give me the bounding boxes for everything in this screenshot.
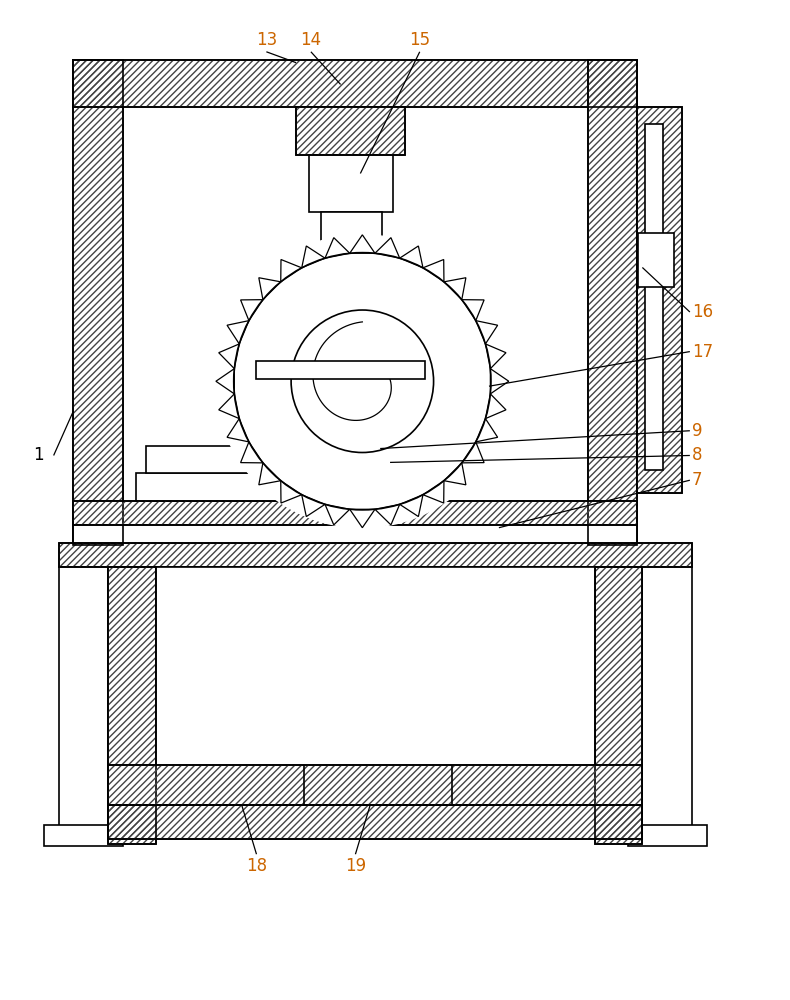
Bar bbox=[156, 567, 595, 805]
Polygon shape bbox=[302, 495, 325, 517]
Bar bbox=[73, 60, 123, 545]
Polygon shape bbox=[241, 300, 263, 321]
Bar bbox=[588, 60, 638, 545]
Polygon shape bbox=[241, 442, 263, 463]
Polygon shape bbox=[423, 260, 444, 282]
Polygon shape bbox=[280, 481, 302, 503]
Bar bbox=[156, 567, 595, 805]
Polygon shape bbox=[485, 394, 506, 419]
Bar bbox=[595, 567, 642, 844]
Polygon shape bbox=[485, 344, 506, 369]
Polygon shape bbox=[325, 504, 350, 525]
Text: 7: 7 bbox=[692, 471, 702, 489]
Bar bbox=[645, 124, 663, 470]
Circle shape bbox=[291, 310, 434, 453]
Polygon shape bbox=[350, 509, 375, 528]
Bar bbox=[58, 543, 692, 567]
Polygon shape bbox=[444, 463, 466, 485]
Text: 13: 13 bbox=[256, 31, 277, 49]
Bar bbox=[638, 107, 682, 493]
Bar bbox=[108, 805, 642, 839]
Bar bbox=[108, 805, 642, 839]
Polygon shape bbox=[400, 495, 423, 517]
Polygon shape bbox=[400, 246, 423, 268]
Bar bbox=[595, 567, 642, 844]
Bar bbox=[58, 543, 692, 567]
Bar bbox=[595, 567, 642, 844]
Polygon shape bbox=[462, 442, 484, 463]
Bar bbox=[108, 765, 642, 805]
Bar bbox=[108, 765, 642, 805]
Polygon shape bbox=[375, 238, 400, 258]
Bar bbox=[73, 60, 638, 107]
Polygon shape bbox=[375, 504, 400, 525]
Bar bbox=[296, 107, 405, 155]
Circle shape bbox=[216, 235, 509, 528]
Bar bbox=[588, 60, 638, 545]
Text: 16: 16 bbox=[692, 303, 713, 321]
Bar bbox=[108, 567, 156, 844]
Bar bbox=[333, 262, 371, 299]
Text: 17: 17 bbox=[692, 343, 713, 361]
Polygon shape bbox=[259, 278, 280, 300]
Polygon shape bbox=[219, 344, 239, 369]
Text: 15: 15 bbox=[409, 31, 431, 49]
Bar bbox=[333, 449, 378, 466]
Text: 18: 18 bbox=[246, 857, 267, 875]
Polygon shape bbox=[216, 369, 235, 394]
Polygon shape bbox=[325, 238, 350, 258]
Bar bbox=[73, 60, 123, 545]
Bar bbox=[108, 567, 156, 844]
Bar bbox=[73, 60, 638, 107]
Bar bbox=[58, 567, 108, 844]
Polygon shape bbox=[444, 278, 466, 300]
Polygon shape bbox=[476, 321, 498, 344]
Polygon shape bbox=[227, 321, 249, 344]
Polygon shape bbox=[476, 419, 498, 442]
Bar bbox=[588, 60, 638, 545]
Bar bbox=[43, 825, 123, 846]
Bar bbox=[58, 543, 692, 567]
Bar bbox=[108, 567, 156, 844]
Polygon shape bbox=[491, 369, 509, 394]
Text: 14: 14 bbox=[300, 31, 322, 49]
Polygon shape bbox=[423, 481, 444, 503]
Bar bbox=[257, 361, 425, 379]
Bar bbox=[296, 107, 405, 155]
Bar bbox=[321, 212, 382, 262]
Bar bbox=[638, 107, 682, 493]
Bar bbox=[309, 155, 393, 212]
Bar bbox=[642, 567, 692, 844]
Bar bbox=[73, 525, 638, 543]
Bar bbox=[73, 60, 638, 107]
Bar bbox=[627, 825, 707, 846]
Bar bbox=[73, 501, 638, 525]
Text: 1: 1 bbox=[33, 446, 44, 464]
Bar bbox=[344, 299, 361, 413]
Polygon shape bbox=[350, 235, 375, 253]
Polygon shape bbox=[302, 246, 325, 268]
Bar bbox=[73, 501, 638, 525]
Bar bbox=[73, 60, 123, 545]
Bar bbox=[123, 107, 588, 545]
Polygon shape bbox=[219, 394, 239, 419]
Bar bbox=[638, 233, 674, 287]
Text: 9: 9 bbox=[692, 422, 702, 440]
Bar bbox=[136, 473, 427, 501]
Bar bbox=[145, 446, 333, 473]
Polygon shape bbox=[280, 260, 302, 282]
Polygon shape bbox=[227, 419, 249, 442]
Text: 8: 8 bbox=[692, 446, 702, 464]
Polygon shape bbox=[462, 300, 484, 321]
Bar bbox=[296, 107, 405, 155]
Bar bbox=[108, 765, 642, 805]
Polygon shape bbox=[259, 463, 280, 485]
Bar bbox=[73, 501, 638, 525]
Bar bbox=[108, 805, 642, 839]
Bar bbox=[638, 107, 682, 493]
Text: 19: 19 bbox=[345, 857, 366, 875]
